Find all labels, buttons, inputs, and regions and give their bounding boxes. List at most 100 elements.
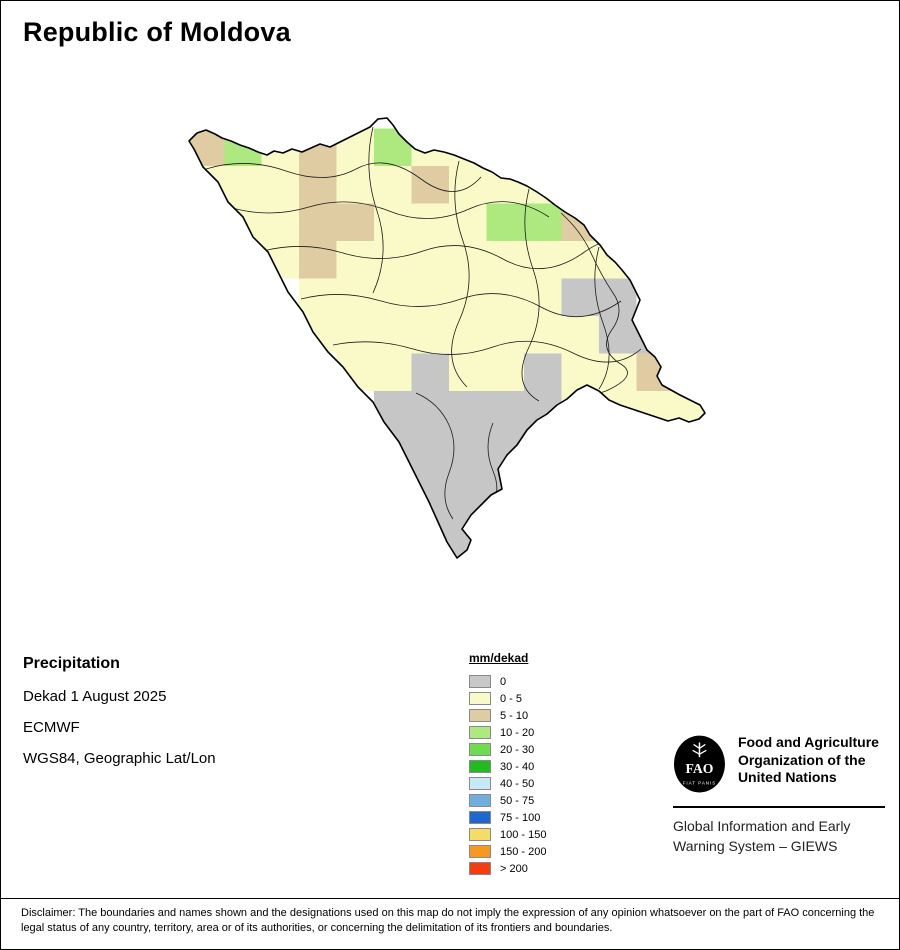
- precip-cell: [261, 128, 299, 166]
- precip-cell: [561, 278, 599, 316]
- info-dekad: Dekad 1 August 2025: [23, 688, 167, 705]
- district-boundaries: [205, 126, 642, 520]
- map-info-block: Precipitation Dekad 1 August 2025 ECMWF …: [23, 655, 216, 781]
- precip-cell: [599, 353, 637, 391]
- legend-row: 10 - 20: [469, 724, 546, 741]
- precip-cell: [636, 353, 674, 391]
- fao-logo: FAO FIAT PANIS: [673, 735, 725, 793]
- legend-swatch: [469, 709, 491, 722]
- country-border: [188, 117, 706, 559]
- precip-cell: [411, 466, 449, 504]
- precip-cell: [411, 541, 449, 558]
- precip-cell: [561, 316, 599, 354]
- legend-swatch: [469, 845, 491, 858]
- legend-row: 30 - 40: [469, 758, 546, 775]
- precip-cell: [599, 316, 637, 354]
- precip-cell: [411, 316, 449, 354]
- precip-cell: [486, 203, 524, 241]
- disclaimer-text: Disclaimer: The boundaries and names sho…: [21, 907, 875, 935]
- precip-cell: [674, 391, 705, 429]
- fao-logo-letters: FAO: [685, 761, 713, 776]
- precip-cell: [561, 391, 599, 429]
- fao-org-name: Food and Agriculture Organization of the…: [737, 734, 879, 785]
- legend-row: 20 - 30: [469, 741, 546, 758]
- precip-cell: [486, 353, 524, 391]
- info-projection: WGS84, Geographic Lat/Lon: [23, 750, 216, 767]
- precip-cell: [449, 466, 487, 504]
- legend-swatch: [469, 828, 491, 841]
- legend-swatch: [469, 862, 491, 875]
- moldova-precipitation-map: [188, 117, 706, 559]
- precip-cell: [524, 391, 562, 429]
- precip-cell: [299, 278, 337, 316]
- legend-label: 0 - 5: [500, 692, 523, 705]
- legend-label: 5 - 10: [500, 709, 529, 722]
- info-source: ECMWF: [23, 719, 80, 736]
- legend-row: 150 - 200: [469, 843, 546, 860]
- legend-label: 150 - 200: [500, 845, 547, 858]
- legend-label: 10 - 20: [500, 726, 535, 739]
- precip-cell: [449, 391, 487, 429]
- precip-cell: [336, 166, 374, 204]
- disclaimer-strip: Disclaimer: The boundaries and names sho…: [1, 898, 899, 949]
- precip-cell: [411, 428, 449, 466]
- legend-label: 50 - 75: [500, 794, 535, 807]
- precip-cell: [336, 241, 374, 279]
- precip-cell: [449, 316, 487, 354]
- precip-cell: [524, 241, 562, 279]
- precip-cell: [374, 466, 412, 504]
- legend-swatch: [469, 760, 491, 773]
- legend-swatch: [469, 794, 491, 807]
- precip-cell: [524, 203, 562, 241]
- precip-cell: [336, 316, 374, 354]
- precip-cell: [524, 316, 562, 354]
- precip-cell: [524, 353, 562, 391]
- legend-label: > 200: [500, 862, 528, 875]
- fao-divider: [673, 806, 885, 808]
- precip-cell: [524, 166, 562, 204]
- legend-label: 75 - 100: [500, 811, 541, 824]
- precip-cell: [189, 166, 224, 204]
- precip-cell: [449, 428, 487, 466]
- fao-logo-motto: FIAT PANIS: [683, 781, 717, 786]
- precip-cell: [299, 316, 337, 354]
- precip-cell: [299, 166, 337, 204]
- legend-row: 75 - 100: [469, 809, 546, 826]
- precip-cell: [411, 128, 449, 166]
- precip-cell: [524, 428, 562, 466]
- precip-cell: [411, 203, 449, 241]
- precip-cell: [561, 353, 599, 391]
- legend-label: 20 - 30: [500, 743, 535, 756]
- precip-cell: [374, 353, 412, 391]
- legend-row: 0 - 5: [469, 690, 546, 707]
- precip-cell: [374, 203, 412, 241]
- precip-cell: [411, 278, 449, 316]
- precip-cell: [411, 353, 449, 391]
- legend-swatch: [469, 726, 491, 739]
- legend-row: 5 - 10: [469, 707, 546, 724]
- legend-swatch: [469, 777, 491, 790]
- precip-cell: [411, 391, 449, 429]
- precip-cell: [374, 278, 412, 316]
- precip-cell: [224, 128, 262, 166]
- fao-block: FAO FIAT PANIS Food and Agriculture Orga…: [673, 734, 885, 856]
- legend-swatch: [469, 811, 491, 824]
- precip-cell: [374, 391, 412, 429]
- legend-row: 40 - 50: [469, 775, 546, 792]
- legend-title: mm/dekad: [469, 651, 529, 665]
- legend-rows: 0 0 - 5 5 - 10 10 - 20 20 - 30 30 - 40 40 - 50…: [469, 673, 546, 877]
- precip-cell: [374, 128, 412, 166]
- legend-row: 100 - 150: [469, 826, 546, 843]
- legend-label: 0: [500, 675, 507, 688]
- legend-swatch: [469, 743, 491, 756]
- info-precipitation-heading: Precipitation: [23, 655, 120, 672]
- precip-cell: [374, 166, 412, 204]
- giews-caption: Global Information and Early Warning Sys…: [673, 818, 851, 854]
- legend-label: 30 - 40: [500, 760, 535, 773]
- precip-cell: [449, 353, 487, 391]
- precip-cell: [224, 166, 262, 204]
- precip-cell: [411, 241, 449, 279]
- precip-cell: [486, 316, 524, 354]
- precipitation-legend: mm/dekad 0 0 - 5 5 - 10 10 - 20 20 - 30 30 - …: [469, 651, 546, 877]
